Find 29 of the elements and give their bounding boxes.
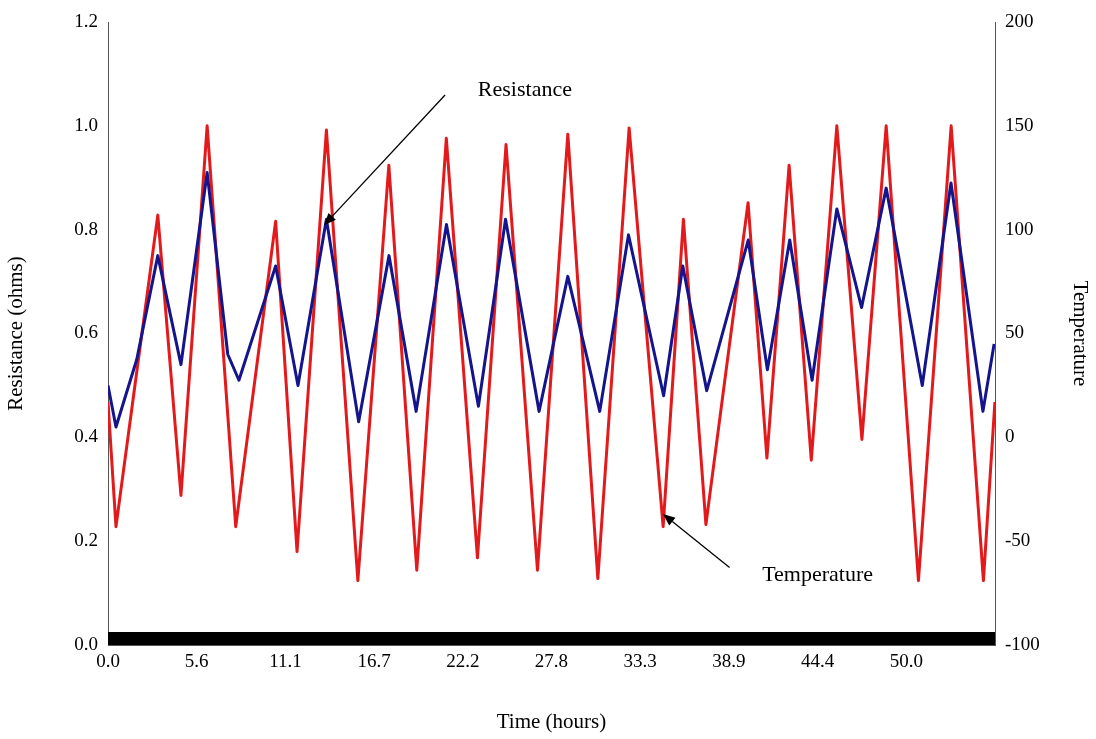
x-tick-label: 33.3 [623, 650, 657, 672]
x-tick-label: 22.2 [446, 650, 480, 672]
y-tick-label: 0.6 [74, 321, 98, 343]
y-tick-label: 0.8 [74, 217, 98, 239]
y-tick-label: 0.4 [74, 425, 99, 447]
annotation: Resistance [477, 75, 572, 101]
y-tick-label: 1.2 [74, 9, 98, 31]
y2-tick-label: 50 [1005, 321, 1024, 343]
x-tick-label: 44.4 [800, 650, 835, 672]
y2-tick-label: 150 [1005, 113, 1034, 135]
y-tick-label: 0.2 [74, 529, 98, 551]
y2-tick-label: -100 [1005, 632, 1040, 654]
y-axis-title: Resistance (ohms) [3, 256, 28, 411]
y2-tick-label: 200 [1005, 9, 1034, 31]
x-tick-label: 27.8 [534, 650, 569, 672]
x-tick-label: 0.0 [96, 650, 120, 672]
x-tick-label: 5.6 [184, 650, 209, 672]
x-tick-label: 11.1 [269, 650, 302, 672]
y2-tick-label: -50 [1005, 529, 1031, 551]
y-tick-label: 0.0 [74, 632, 98, 654]
x-tick-label: 50.0 [889, 650, 923, 672]
x-tick-label: 38.9 [712, 650, 746, 672]
y-tick-label: 1.0 [74, 113, 98, 135]
annotation: Temperature [762, 561, 874, 587]
y2-tick-label: 0 [1005, 425, 1015, 447]
y2-axis-title: Temperature [1068, 280, 1093, 387]
y2-tick-label: 100 [1005, 217, 1034, 239]
x-tick-label: 16.7 [357, 650, 391, 672]
x-axis-title: Time (hours) [496, 708, 607, 733]
